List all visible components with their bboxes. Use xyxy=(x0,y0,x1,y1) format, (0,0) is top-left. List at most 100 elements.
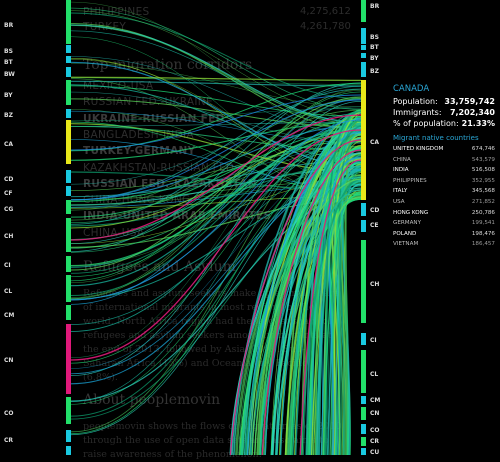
left-country-code[interactable]: CD xyxy=(4,176,14,183)
flow-line xyxy=(70,98,362,299)
left-country-code[interactable]: CO xyxy=(4,410,14,417)
right-country-code[interactable]: CD xyxy=(370,207,380,214)
flow-line xyxy=(322,196,362,455)
right-country-code[interactable]: BT xyxy=(370,44,379,51)
right-country-bar[interactable] xyxy=(361,62,366,77)
left-country-bar[interactable] xyxy=(66,430,71,442)
left-country-bar[interactable] xyxy=(66,305,71,320)
left-country-bar[interactable] xyxy=(66,275,71,302)
right-country-code[interactable]: CR xyxy=(370,438,380,445)
left-country-bar[interactable] xyxy=(66,186,71,196)
left-country-code[interactable]: CI xyxy=(4,262,11,269)
flow-line xyxy=(70,10,362,118)
flow-line xyxy=(338,138,362,455)
migrant-source-name: USA xyxy=(393,199,405,205)
migrant-source-item: UNITED KINGDOM 674,746 xyxy=(393,146,495,152)
right-country-bar[interactable] xyxy=(361,448,366,455)
right-country-bar[interactable] xyxy=(361,45,366,50)
flow-line xyxy=(70,98,362,211)
left-country-code[interactable]: BS xyxy=(4,48,13,55)
right-country-bar[interactable] xyxy=(361,0,366,22)
left-country-code[interactable]: CH xyxy=(4,233,14,240)
left-country-bar[interactable] xyxy=(66,0,71,44)
right-country-code[interactable]: CH xyxy=(370,281,380,288)
refugees-paragraph: Refugees and asylum seekers make up a sm… xyxy=(83,288,340,383)
flow-line xyxy=(294,158,362,455)
right-country-code[interactable]: CU xyxy=(370,449,380,456)
flow-line xyxy=(70,124,362,201)
flow-line xyxy=(327,156,362,455)
left-country-code[interactable]: BY xyxy=(4,92,13,99)
flow-line xyxy=(306,176,362,455)
right-country-code[interactable]: CA xyxy=(370,139,380,146)
migrant-source-item: USA 271,852 xyxy=(393,199,495,205)
left-country-code[interactable]: CG xyxy=(4,206,14,213)
left-country-code[interactable]: BZ xyxy=(4,112,13,119)
left-country-bar[interactable] xyxy=(66,324,71,394)
right-country-bar[interactable] xyxy=(361,240,366,323)
left-country-code[interactable]: CF xyxy=(4,190,13,197)
right-country-code[interactable]: CO xyxy=(370,427,380,434)
flow-line-highlight xyxy=(70,129,362,361)
flow-line-highlight xyxy=(261,149,362,455)
migrant-source-name: INDIA xyxy=(393,167,409,174)
left-country-code[interactable]: CN xyxy=(4,357,14,364)
right-country-bar[interactable] xyxy=(361,203,366,216)
left-country-bar[interactable] xyxy=(66,200,71,214)
left-country-bar[interactable] xyxy=(66,56,71,63)
left-country-bar[interactable] xyxy=(66,80,71,105)
left-country-code[interactable]: CL xyxy=(4,288,13,295)
info-percentage: % of population: 21.33% xyxy=(393,119,495,128)
right-country-bar[interactable] xyxy=(361,424,366,434)
right-country-code[interactable]: CN xyxy=(370,410,380,417)
right-country-code[interactable]: CI xyxy=(370,337,377,344)
flow-line-highlight xyxy=(229,139,362,455)
left-country-code[interactable]: CR xyxy=(4,437,14,444)
right-country-bar[interactable] xyxy=(361,28,366,44)
left-country-code[interactable]: BT xyxy=(4,59,13,66)
right-country-code[interactable]: BZ xyxy=(370,68,379,75)
right-country-bar[interactable] xyxy=(361,53,366,58)
left-country-bar[interactable] xyxy=(66,256,71,272)
right-country-bar[interactable] xyxy=(361,396,366,404)
left-country-code[interactable]: CM xyxy=(4,312,15,319)
left-country-bar[interactable] xyxy=(66,120,71,164)
right-country-bar[interactable] xyxy=(361,407,366,420)
bg-row-philippines: PHILIPPINES xyxy=(83,6,150,18)
migrant-source-item: HONG KONG 250,786 xyxy=(393,210,495,216)
left-country-bar[interactable] xyxy=(66,67,71,77)
right-country-code[interactable]: CE xyxy=(370,222,379,229)
right-country-bar[interactable] xyxy=(361,220,366,232)
flow-line xyxy=(70,94,362,151)
right-country-bar[interactable] xyxy=(361,333,366,345)
right-country-bar[interactable] xyxy=(361,80,366,200)
flow-line xyxy=(292,197,362,455)
left-country-bar[interactable] xyxy=(66,45,71,53)
flow-line-highlight xyxy=(70,114,362,241)
migrant-source-name: VIETNAM xyxy=(393,241,419,248)
right-country-bar[interactable] xyxy=(361,350,366,393)
flow-line xyxy=(254,178,362,455)
left-country-bar[interactable] xyxy=(66,109,71,118)
flow-line xyxy=(344,118,362,455)
left-country-bar[interactable] xyxy=(66,397,71,424)
right-country-bar[interactable] xyxy=(361,437,366,446)
left-country-bar[interactable] xyxy=(66,170,71,183)
flow-line xyxy=(70,132,362,229)
left-country-bar[interactable] xyxy=(66,446,71,455)
flow-line xyxy=(70,99,362,201)
left-country-code[interactable]: BW xyxy=(4,71,15,78)
flow-line xyxy=(70,24,362,123)
left-country-code[interactable]: BR xyxy=(4,22,14,29)
right-country-code[interactable]: CL xyxy=(370,371,379,378)
flow-line xyxy=(70,82,362,252)
flow-line xyxy=(70,123,362,287)
right-country-code[interactable]: BS xyxy=(370,34,379,41)
left-country-code[interactable]: CA xyxy=(4,141,14,148)
right-country-code[interactable]: BR xyxy=(370,3,380,10)
left-country-bar[interactable] xyxy=(66,218,71,252)
right-country-code[interactable]: BY xyxy=(370,55,379,62)
right-country-code[interactable]: CM xyxy=(370,397,381,404)
flow-line xyxy=(70,98,362,128)
